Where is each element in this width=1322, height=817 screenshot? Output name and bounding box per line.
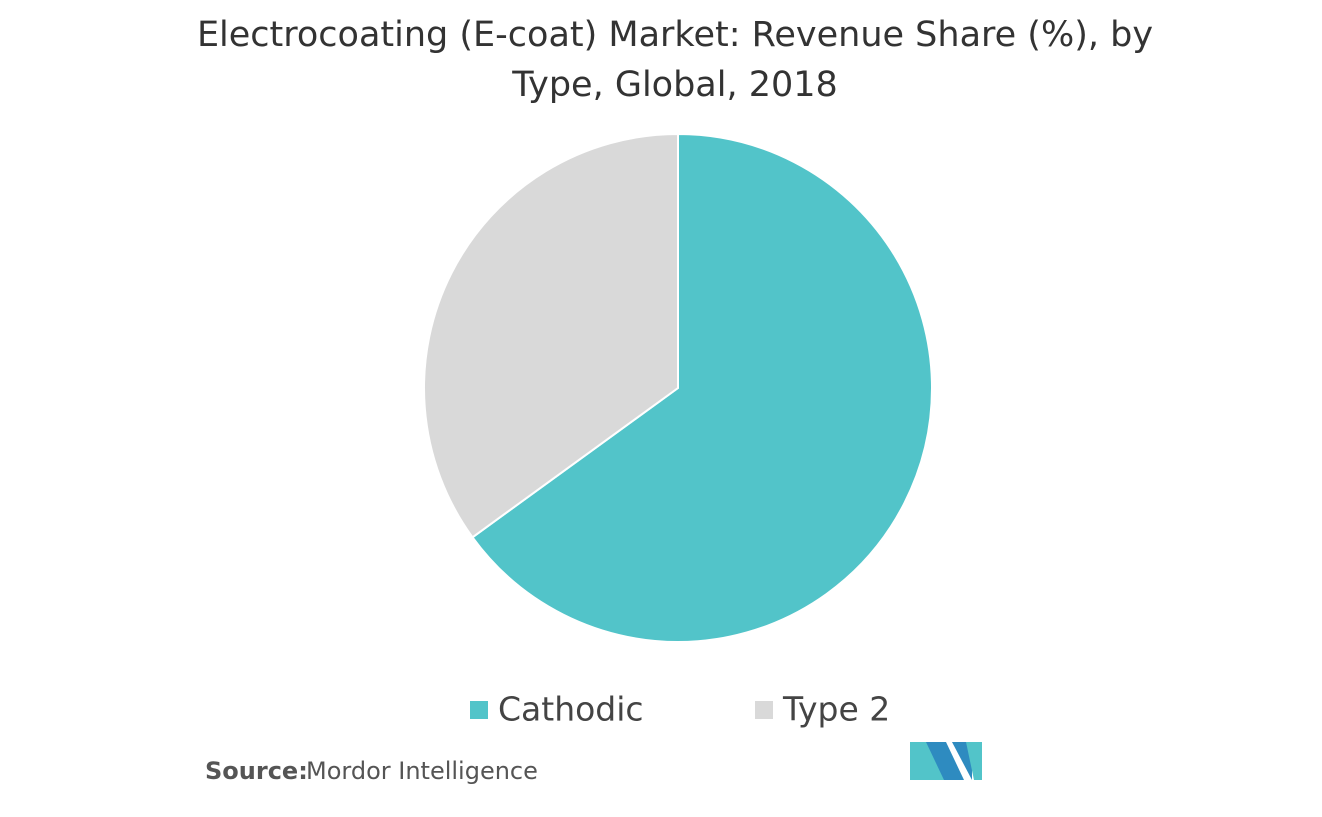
source: Mordor Intelligence [306,757,538,785]
pie-slice [471,132,933,643]
logo [910,742,982,780]
legend: Cathodic Type 2 [470,690,890,729]
pie [423,132,933,643]
legend-label: Cathodic [498,690,644,729]
legend-label: Type 2 [782,690,890,729]
chart-title: Electrocoating (E-coat) Market: Revenue … [196,15,1154,105]
source-label: Source: [205,757,308,785]
legend-swatch [755,701,773,719]
pie-slice [423,132,679,539]
legend-swatch [470,701,488,719]
